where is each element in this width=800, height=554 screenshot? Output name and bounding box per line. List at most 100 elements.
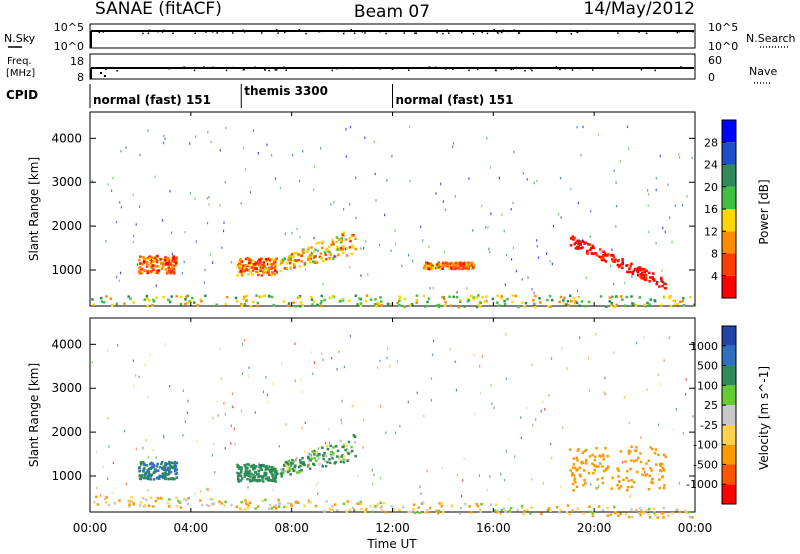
scatter-cell: [635, 459, 638, 462]
scatter-cell: [293, 468, 297, 471]
sparse-echo: [463, 457, 465, 460]
scatter-cell: [569, 244, 573, 247]
nsky-dot: [142, 32, 144, 35]
scatter-cell: [199, 499, 202, 502]
scatter-cell: [259, 267, 262, 271]
scatter-cell: [483, 300, 487, 304]
scatter-cell: [598, 255, 601, 258]
scatter-cell: [263, 268, 266, 272]
scatter-cell: [249, 465, 253, 468]
scatter-cell: [171, 260, 174, 264]
scatter-cell: [645, 462, 648, 465]
sparse-echo: [309, 453, 311, 456]
scatter-cell: [312, 250, 316, 253]
sparse-echo: [274, 177, 277, 180]
scatter-cell: [172, 267, 176, 271]
scatter-cell: [344, 448, 347, 452]
scatter-cell: [325, 247, 329, 251]
freq-dot: [428, 66, 431, 68]
sparse-echo: [487, 226, 489, 229]
scatter-cell: [635, 509, 638, 512]
scatter-cell: [289, 473, 292, 476]
scatter-cell: [485, 295, 488, 298]
scatter-cell: [170, 295, 173, 298]
scatter-cell: [625, 264, 628, 267]
scatter-cell: [476, 505, 480, 508]
scatter-cell: [270, 270, 274, 274]
scatter-cell: [649, 298, 653, 301]
scatter-cell: [573, 478, 576, 481]
scatter-cell: [373, 302, 377, 306]
scatter-cell: [267, 295, 271, 298]
nsky-dot: [205, 31, 207, 33]
scatter-cell: [616, 467, 619, 470]
scatter-cell: [105, 496, 108, 499]
scatter-cell: [354, 237, 357, 241]
scatter-cell: [617, 514, 620, 517]
scatter-cell: [328, 256, 331, 260]
scatter-cell: [341, 248, 345, 251]
freq-dot: [100, 72, 102, 74]
scatter-cell: [660, 469, 663, 473]
sparse-echo: [546, 252, 548, 255]
scatter-cell: [457, 264, 460, 267]
freq-unit: [MHz]: [6, 68, 35, 79]
scatter-cell: [331, 294, 335, 298]
scatter-cell: [273, 266, 276, 270]
scatter-cell: [138, 469, 142, 473]
scatter-cell: [247, 474, 251, 477]
scatter-cell: [639, 273, 643, 276]
scatter-cell: [154, 270, 157, 274]
scatter-cell: [598, 462, 602, 465]
sparse-echo: [628, 421, 630, 425]
scatter-cell: [239, 267, 243, 270]
sparse-echo: [163, 134, 165, 138]
scatter-cell: [243, 474, 247, 477]
scatter-cell: [238, 472, 241, 475]
freq-dot: [555, 66, 557, 68]
sparse-echo: [479, 392, 482, 395]
scatter-cell: [379, 501, 382, 504]
sparse-echo: [531, 478, 533, 481]
scatter-cell: [371, 510, 374, 514]
scatter-cell: [144, 260, 147, 263]
scatter-cell: [258, 474, 261, 478]
scatter-cell: [257, 479, 260, 483]
sparse-echo: [444, 208, 447, 212]
scatter-cell: [592, 252, 595, 256]
scatter-cell: [648, 276, 652, 279]
sparse-echo: [455, 388, 457, 392]
scatter-cell: [336, 455, 339, 458]
scatter-cell: [322, 454, 325, 457]
scatter-cell: [596, 465, 600, 468]
sparse-echo: [143, 363, 145, 366]
scatter-cell: [409, 303, 412, 307]
scatter-cell: [324, 460, 327, 463]
sparse-echo: [152, 449, 154, 452]
scatter-cell: [661, 466, 665, 470]
sparse-echo: [123, 429, 126, 433]
freq-dot: [379, 68, 381, 70]
scatter-cell: [357, 502, 360, 505]
scatter-cell: [523, 509, 526, 513]
scatter-cell: [259, 261, 262, 265]
nsky-dot: [163, 29, 166, 31]
scatter-cell: [239, 258, 242, 261]
sparse-echo: [603, 391, 605, 394]
scatter-cell: [308, 258, 311, 261]
scatter-cell: [459, 267, 462, 270]
nsky-dot: [440, 29, 443, 32]
scatter-cell: [565, 511, 569, 514]
scatter-cell: [244, 257, 248, 261]
scatter-cell: [503, 302, 507, 306]
scatter-cell: [462, 262, 466, 265]
sparse-echo: [622, 461, 624, 464]
scatter-cell: [223, 504, 226, 507]
scatter-cell: [200, 503, 204, 507]
scatter-cell: [165, 262, 168, 266]
scatter-cell: [163, 468, 167, 471]
scatter-cell: [170, 461, 174, 464]
sparse-echo: [189, 142, 191, 145]
freq-dot: [434, 66, 437, 68]
sparse-echo: [386, 356, 388, 360]
